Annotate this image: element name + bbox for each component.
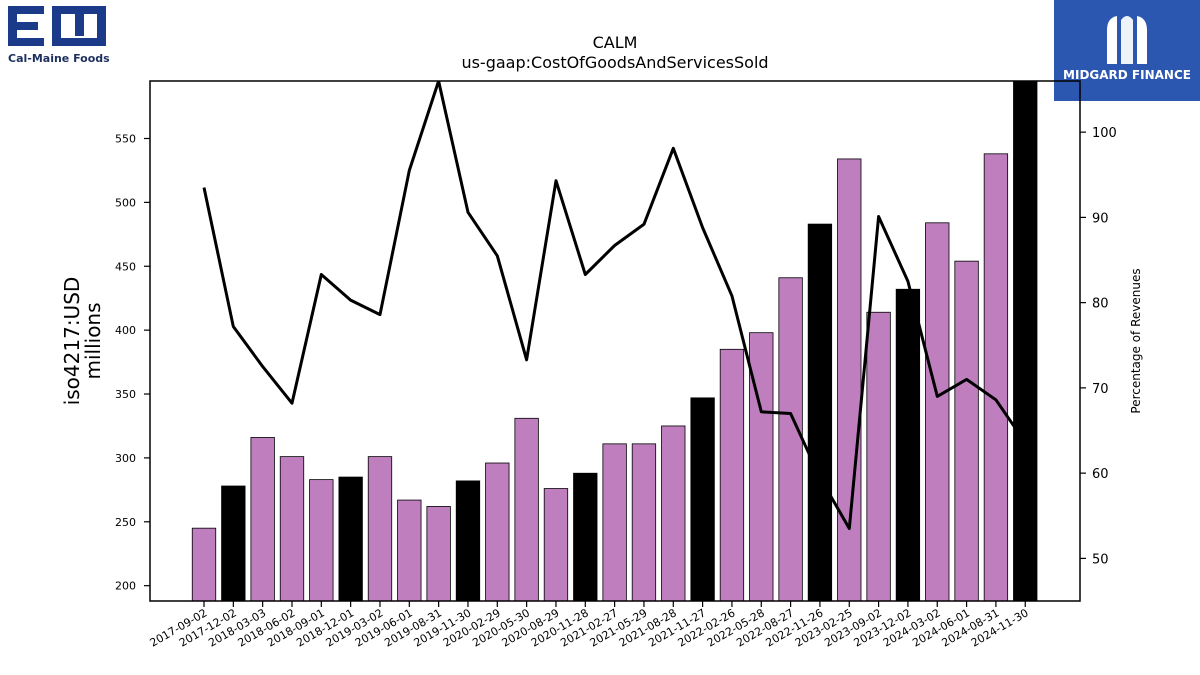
bar — [954, 260, 979, 602]
bar — [690, 397, 715, 602]
y2-tick-label: 90 — [1092, 211, 1109, 226]
bar — [426, 506, 451, 602]
y-tick-label: 500 — [115, 196, 136, 209]
bar — [925, 222, 950, 602]
bar — [543, 488, 569, 602]
bar — [221, 485, 246, 602]
bar — [778, 277, 803, 602]
bar — [279, 456, 305, 602]
bar — [1013, 80, 1038, 602]
bar — [250, 437, 275, 602]
bar — [602, 443, 627, 602]
chart-title: CALM — [593, 33, 638, 52]
bar — [749, 332, 774, 602]
bar — [338, 476, 363, 602]
bar — [309, 479, 334, 602]
bar — [837, 158, 862, 602]
bar — [631, 443, 657, 602]
y-tick-label: 400 — [115, 324, 136, 337]
chart-subtitle: us-gaap:CostOfGoodsAndServicesSold — [461, 53, 768, 72]
y2-tick-label: 60 — [1092, 467, 1109, 482]
bar — [455, 480, 481, 602]
bar — [191, 527, 217, 602]
y-axis-label: iso4217:USD — [60, 277, 84, 406]
y2-tick-label: 80 — [1092, 297, 1109, 312]
cal-maine-em-icon — [8, 6, 106, 46]
bar — [485, 462, 510, 602]
y-tick-label: 350 — [115, 388, 136, 401]
bar — [397, 499, 422, 602]
bar — [514, 417, 539, 602]
bar — [983, 153, 1009, 602]
y2-tick-label: 100 — [1092, 126, 1117, 141]
cal-maine-wordmark: Cal-Maine Foods — [8, 52, 110, 65]
bar — [661, 425, 686, 602]
bar — [895, 288, 921, 602]
bar — [866, 311, 891, 602]
y-tick-label: 250 — [115, 516, 136, 529]
bar — [807, 223, 833, 602]
y2-tick-label: 70 — [1092, 382, 1109, 397]
midgard-wordmark: MIDGARD FINANCE — [1063, 68, 1191, 82]
cal-maine-logo: Cal-Maine Foods — [8, 6, 110, 66]
bar — [367, 456, 393, 602]
y-tick-label: 550 — [115, 132, 136, 145]
y2-axis-label: Percentage of Revenues — [1129, 268, 1143, 413]
y-axis-unit-label: millions — [81, 302, 105, 379]
y-tick-label: 450 — [115, 260, 136, 273]
y2-tick-label: 50 — [1092, 552, 1109, 567]
bar — [573, 472, 598, 602]
line-series-percentage — [202, 81, 1027, 530]
midgard-finance-logo: MIDGARD FINANCE — [1054, 0, 1200, 101]
midgard-m-icon — [1107, 16, 1147, 64]
bar — [719, 348, 745, 602]
y-tick-label: 300 — [115, 452, 136, 465]
y-tick-label: 200 — [115, 580, 136, 593]
